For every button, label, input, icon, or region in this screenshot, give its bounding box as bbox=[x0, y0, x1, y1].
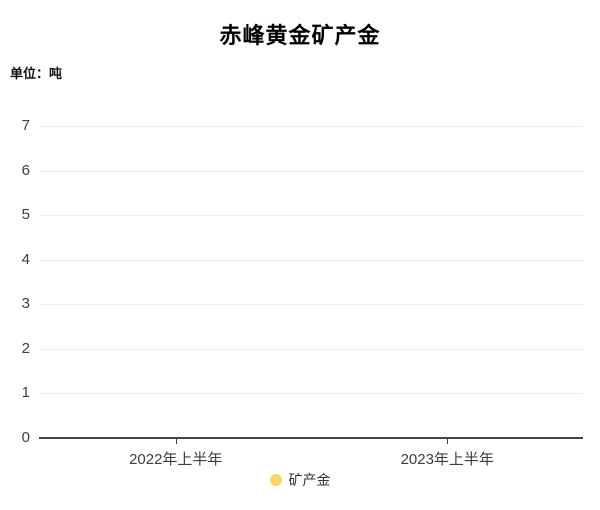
legend-item-mined-gold[interactable]: 矿产金 bbox=[0, 470, 600, 490]
legend-marker-icon bbox=[269, 474, 282, 486]
y-tick-label: 7 bbox=[21, 117, 30, 134]
y-axis-labels: 0 1 2 3 4 5 6 7 bbox=[0, 117, 30, 446]
x-axis-line bbox=[39, 437, 583, 439]
y-tick-label: 6 bbox=[21, 161, 30, 179]
y-tick-label: 2 bbox=[21, 339, 30, 357]
gridline bbox=[40, 348, 583, 350]
unit-label: 单位：吨 bbox=[10, 66, 63, 81]
chart-title: 赤峰黄金矿产金 bbox=[219, 23, 381, 48]
legend-label: 矿产金 bbox=[288, 472, 331, 488]
x-tick-label: 2022年上半年 bbox=[129, 451, 223, 468]
gridline bbox=[40, 259, 583, 261]
x-axis-labels: 2022年上半年 2023年上半年 bbox=[40, 448, 583, 468]
gridline bbox=[40, 304, 583, 306]
plot-area bbox=[39, 126, 583, 444]
y-tick-label: 0 bbox=[21, 429, 30, 446]
gridline bbox=[40, 170, 583, 172]
y-tick-label: 1 bbox=[21, 384, 30, 402]
x-tick-mark bbox=[447, 438, 449, 444]
y-tick-label: 5 bbox=[21, 206, 30, 224]
gridline bbox=[40, 215, 583, 217]
x-tick-label: 2023年上半年 bbox=[400, 451, 494, 468]
y-tick-label: 3 bbox=[21, 295, 30, 313]
x-tick-mark bbox=[175, 438, 177, 444]
y-tick-label: 4 bbox=[21, 250, 30, 268]
gridline bbox=[40, 393, 583, 395]
gridline bbox=[40, 126, 583, 127]
